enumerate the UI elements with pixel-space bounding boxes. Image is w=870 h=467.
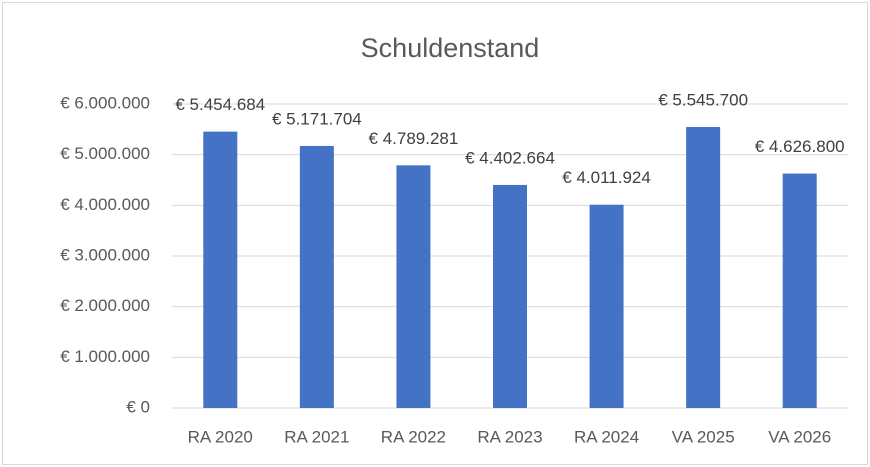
x-tick-label: VA 2026	[768, 427, 831, 446]
y-tick-label: € 0	[126, 397, 150, 416]
x-tick-label: VA 2025	[672, 427, 735, 446]
value-label: € 5.171.704	[272, 109, 362, 128]
value-label: € 4.011.924	[562, 168, 651, 187]
x-tick-label: RA 2021	[284, 427, 349, 446]
y-tick-label: € 3.000.000	[60, 245, 150, 264]
x-tick-label: RA 2024	[574, 427, 639, 446]
x-tick-label: RA 2020	[188, 427, 253, 446]
chart-title: Schuldenstand	[361, 33, 540, 63]
bar	[589, 204, 624, 408]
bar	[203, 131, 238, 409]
bar	[396, 165, 431, 408]
y-tick-label: € 6.000.000	[60, 93, 150, 112]
bar	[686, 127, 721, 408]
x-tick-label: RA 2023	[477, 427, 542, 446]
y-tick-label: € 5.000.000	[60, 144, 150, 163]
y-tick-label: € 4.000.000	[60, 195, 150, 214]
x-tick-label: RA 2022	[381, 427, 446, 446]
value-label: € 4.626.800	[755, 137, 845, 156]
y-tick-label: € 2.000.000	[60, 296, 150, 315]
value-label: € 5.545.700	[658, 91, 748, 110]
value-label: € 4.789.281	[369, 129, 459, 148]
bar	[782, 173, 817, 408]
value-label: € 5.454.684	[175, 95, 265, 114]
y-tick-label: € 1.000.000	[60, 347, 150, 366]
bar	[299, 145, 334, 409]
bar	[493, 184, 527, 408]
value-label: € 4.402.664	[465, 148, 555, 167]
